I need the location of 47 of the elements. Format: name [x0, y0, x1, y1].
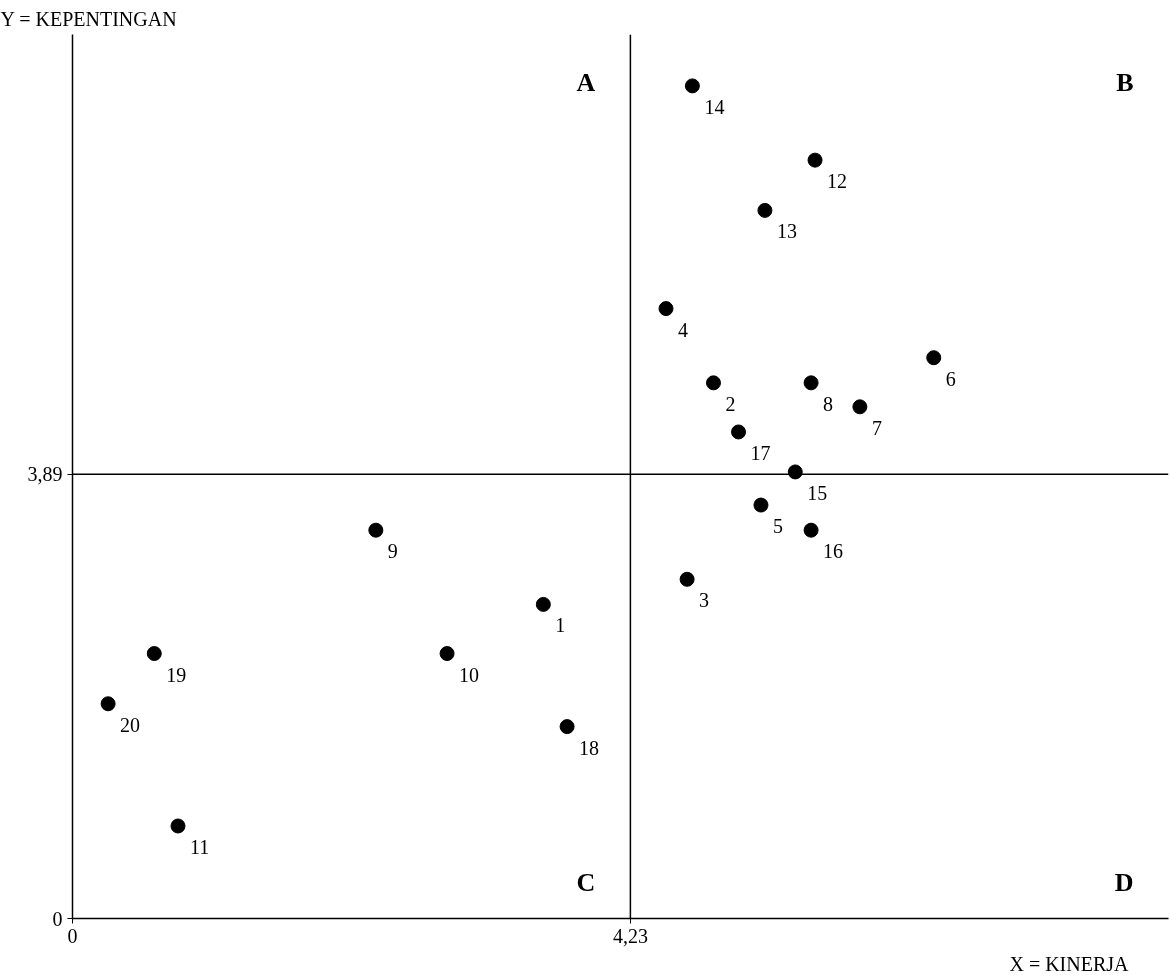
annotation: D [1114, 867, 1134, 897]
point [146, 646, 162, 662]
point [757, 202, 773, 218]
point [731, 424, 747, 440]
annotation: C [576, 867, 596, 897]
point [926, 350, 942, 366]
annotation: 9 [387, 540, 398, 563]
point [852, 399, 868, 415]
point [535, 596, 551, 612]
point [753, 497, 769, 513]
point [679, 571, 695, 587]
annotation: 16 [823, 540, 844, 563]
annotation: 20 [120, 713, 141, 736]
annotation: 5 [772, 515, 783, 538]
annotation: 6 [945, 367, 956, 390]
y-tick-label: 3,89 [27, 463, 63, 486]
x-tick-label: 4,23 [612, 924, 648, 947]
annotation: 12 [827, 170, 848, 193]
annotation: 17 [750, 441, 771, 464]
point [684, 78, 700, 94]
y-axis-title: Y = KEPENTINGAN [0, 7, 177, 30]
annotation: 4 [678, 318, 688, 341]
annotation: 1 [555, 614, 566, 637]
point [705, 375, 721, 391]
annotation: 7 [871, 416, 882, 439]
x-axis-title: X = KINERJA [1009, 952, 1130, 975]
annotation: 8 [823, 392, 834, 415]
annotation: A [576, 67, 596, 97]
annotation: 15 [807, 481, 828, 504]
annotation: 13 [776, 220, 797, 243]
point [658, 301, 674, 317]
point [439, 646, 455, 662]
annotation: 18 [579, 736, 600, 759]
annotation: 14 [704, 95, 725, 118]
point [100, 696, 116, 712]
point [803, 522, 819, 538]
annotation: 2 [725, 392, 736, 415]
annotation: 11 [190, 835, 210, 858]
annotation: B [1116, 67, 1134, 97]
annotation: 3 [699, 589, 710, 612]
point [807, 152, 823, 168]
point [368, 522, 384, 538]
point [803, 375, 819, 391]
annotation: 10 [459, 663, 480, 686]
annotation: 19 [166, 663, 187, 686]
point [559, 719, 575, 735]
point [170, 818, 186, 834]
